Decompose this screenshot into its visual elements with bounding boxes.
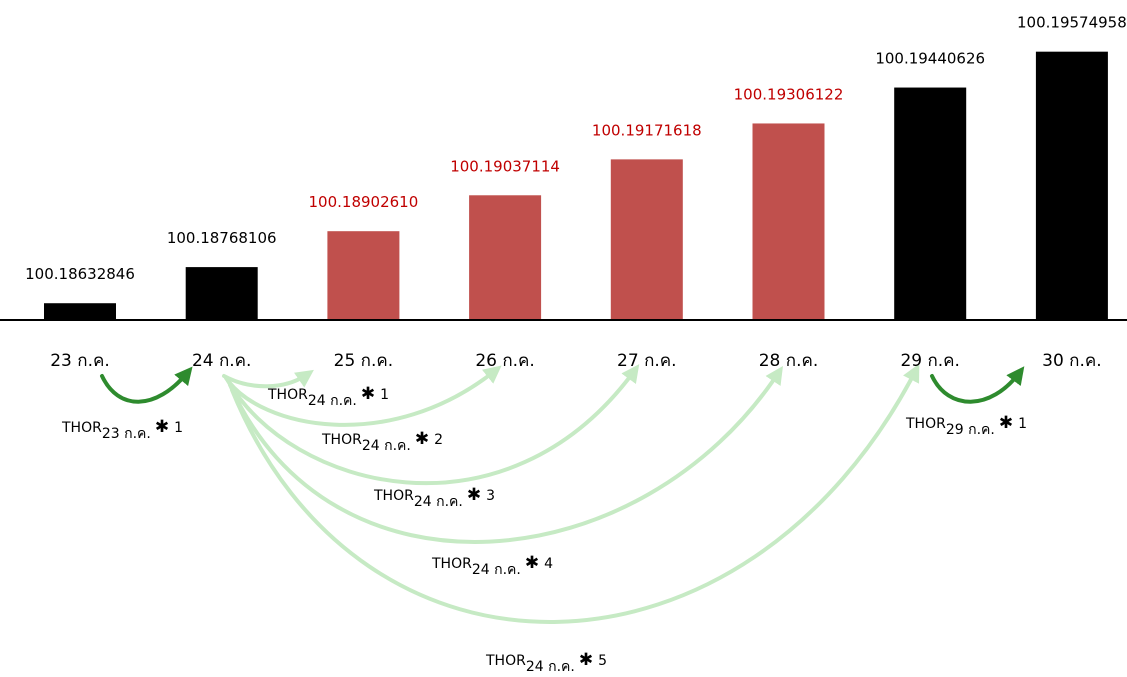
category-label-4: 26 ก.ค. xyxy=(475,351,535,371)
value-label-7: 100.19440626 xyxy=(875,50,985,68)
category-label-7: 29 ก.ค. xyxy=(900,351,960,371)
value-label-8: 100.19574958 xyxy=(1017,14,1127,32)
arrow-5 xyxy=(228,365,783,544)
arrow-3 xyxy=(224,365,502,427)
annotation-label-4: THOR24 ก.ค. ✱ 3 xyxy=(373,485,495,510)
bar-7 xyxy=(894,87,967,321)
arrows-layer xyxy=(100,363,1025,624)
category-label-6: 28 ก.ค. xyxy=(759,351,819,371)
value-label-3: 100.18902610 xyxy=(309,193,419,211)
category-label-3: 25 ก.ค. xyxy=(334,351,394,371)
arrow-2 xyxy=(222,369,314,389)
annotation-label-1: THOR23 ก.ค. ✱ 1 xyxy=(61,417,183,442)
annotation-label-7: THOR29 ก.ค. ✱ 1 xyxy=(905,413,1027,438)
bar-1 xyxy=(44,303,116,320)
bar-2 xyxy=(185,267,258,320)
category-label-1: 23 ก.ค. xyxy=(50,351,110,371)
bar-5 xyxy=(610,159,683,320)
annotation-label-3: THOR24 ก.ค. ✱ 2 xyxy=(321,429,443,454)
value-label-1: 100.18632846 xyxy=(25,265,135,283)
annotation-label-5: THOR24 ก.ค. ✱ 4 xyxy=(431,553,553,578)
category-label-2: 24 ก.ค. xyxy=(192,351,252,371)
category-label-8: 30 ก.ค. xyxy=(1042,351,1102,371)
labels-layer: 100.18632846 23 ก.ค. 100.18768106 24 ก.ค. 10… xyxy=(25,14,1127,371)
annotation-label-6: THOR24 ก.ค. ✱ 5 xyxy=(485,650,607,675)
value-label-5: 100.19171618 xyxy=(592,121,702,139)
arrow-4 xyxy=(226,364,640,486)
arrow-1 xyxy=(100,366,193,404)
bar-4 xyxy=(469,195,542,320)
value-label-2: 100.18768106 xyxy=(167,229,277,247)
bar-6 xyxy=(752,123,825,320)
value-label-4: 100.19037114 xyxy=(450,157,560,175)
arrow-7 xyxy=(930,366,1025,404)
category-label-5: 27 ก.ค. xyxy=(617,351,677,371)
arrow-6 xyxy=(230,363,920,624)
bar-8 xyxy=(1035,51,1108,321)
annotation-labels-layer: THOR23 ก.ค. ✱ 1 THOR24 ก.ค. ✱ 1 THOR24 ก.ค. ✱ 2 T… xyxy=(61,384,1027,675)
value-label-6: 100.19306122 xyxy=(734,85,844,103)
annotation-label-2: THOR24 ก.ค. ✱ 1 xyxy=(267,384,389,409)
bars-layer xyxy=(44,51,1108,321)
bar-3 xyxy=(327,231,400,320)
